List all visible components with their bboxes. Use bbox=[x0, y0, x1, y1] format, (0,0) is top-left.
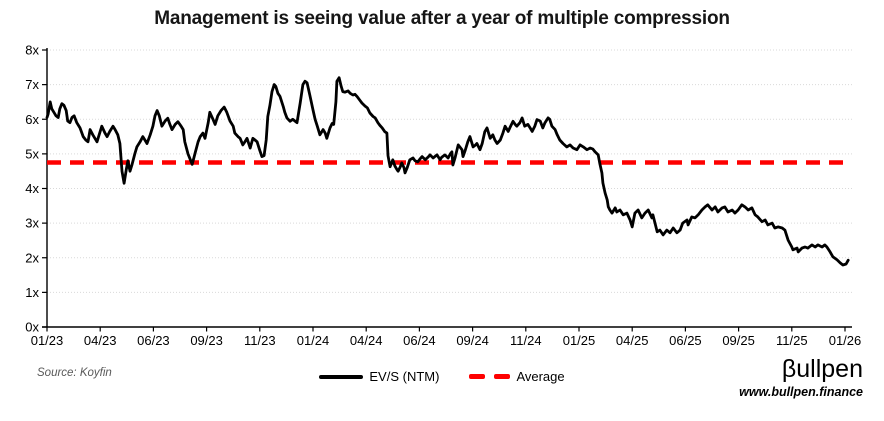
x-tick-label: 06/24 bbox=[403, 333, 436, 348]
chart-title: Management is seeing value after a year … bbox=[154, 8, 730, 29]
y-tick-label: 8x bbox=[25, 43, 39, 58]
y-tick-label: 6x bbox=[25, 112, 39, 127]
x-tick-label: 09/23 bbox=[190, 333, 223, 348]
x-tick-label: 06/23 bbox=[137, 333, 170, 348]
legend-label-evs-ntm: EV/S (NTM) bbox=[369, 369, 440, 384]
x-tick-label: 01/25 bbox=[563, 333, 596, 348]
bullpen-logo: βullpen bbox=[781, 355, 863, 383]
y-tick-label: 1x bbox=[25, 285, 39, 300]
x-tick-label: 04/25 bbox=[616, 333, 649, 348]
y-tick-label: 0x bbox=[25, 320, 39, 335]
x-tick-label: 11/25 bbox=[776, 333, 808, 348]
evs-ntm-line bbox=[45, 76, 850, 267]
legend: EV/S (NTM) Average bbox=[0, 369, 884, 384]
x-tick-label: 06/25 bbox=[669, 333, 702, 348]
x-tick-label: 04/24 bbox=[350, 333, 383, 348]
x-tick-label: 01/24 bbox=[297, 333, 330, 348]
solid-line-swatch-icon bbox=[319, 374, 364, 379]
y-tick-label: 2x bbox=[25, 250, 39, 265]
x-tick-label: 09/24 bbox=[456, 333, 489, 348]
y-tick-label: 3x bbox=[25, 216, 39, 231]
y-tick-label: 7x bbox=[25, 77, 39, 92]
legend-item-evs-ntm: EV/S (NTM) bbox=[319, 369, 439, 384]
branding: βullpen www.bullpen.finance bbox=[739, 355, 863, 399]
x-tick-label: 09/25 bbox=[722, 333, 755, 348]
bullpen-url: www.bullpen.finance bbox=[739, 384, 863, 399]
x-tick-label: 11/24 bbox=[510, 333, 542, 348]
x-tick-label: 11/23 bbox=[244, 333, 276, 348]
legend-item-average: Average bbox=[469, 369, 565, 384]
dashed-line-swatch-icon bbox=[469, 374, 511, 379]
source-note: Source: Koyfin bbox=[37, 367, 112, 379]
y-tick-label: 4x bbox=[25, 181, 39, 196]
x-tick-label: 04/23 bbox=[84, 333, 117, 348]
y-tick-label: 5x bbox=[25, 146, 39, 161]
x-tick-label: 01/26 bbox=[829, 333, 862, 348]
x-tick-label: 01/23 bbox=[31, 333, 64, 348]
legend-label-average: Average bbox=[516, 369, 565, 384]
